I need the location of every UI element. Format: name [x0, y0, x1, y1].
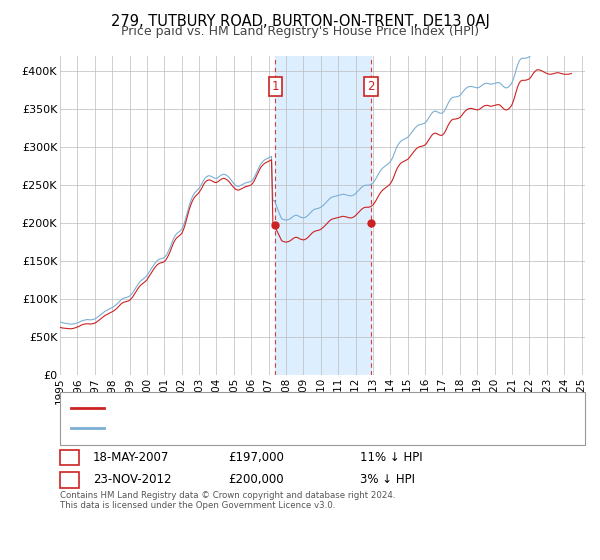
Text: 1: 1	[66, 451, 73, 464]
Text: 23-NOV-2012: 23-NOV-2012	[93, 473, 172, 487]
Text: 18-MAY-2007: 18-MAY-2007	[93, 451, 169, 464]
Text: 2: 2	[66, 473, 73, 487]
Text: 3% ↓ HPI: 3% ↓ HPI	[360, 473, 415, 487]
Text: HPI: Average price, detached house, East Staffordshire: HPI: Average price, detached house, East…	[113, 423, 399, 433]
Text: 11% ↓ HPI: 11% ↓ HPI	[360, 451, 422, 464]
Text: 279, TUTBURY ROAD, BURTON-ON-TRENT, DE13 0AJ (detached house): 279, TUTBURY ROAD, BURTON-ON-TRENT, DE13…	[113, 403, 476, 413]
Text: Contains HM Land Registry data © Crown copyright and database right 2024.: Contains HM Land Registry data © Crown c…	[60, 491, 395, 500]
Text: Price paid vs. HM Land Registry's House Price Index (HPI): Price paid vs. HM Land Registry's House …	[121, 25, 479, 38]
Bar	[275, 56, 371, 375]
Text: £200,000: £200,000	[228, 473, 284, 487]
Text: This data is licensed under the Open Government Licence v3.0.: This data is licensed under the Open Gov…	[60, 501, 335, 510]
Text: 2: 2	[367, 80, 375, 93]
Text: 1: 1	[271, 80, 279, 93]
Text: £197,000: £197,000	[228, 451, 284, 464]
Text: 279, TUTBURY ROAD, BURTON-ON-TRENT, DE13 0AJ: 279, TUTBURY ROAD, BURTON-ON-TRENT, DE13…	[110, 14, 490, 29]
